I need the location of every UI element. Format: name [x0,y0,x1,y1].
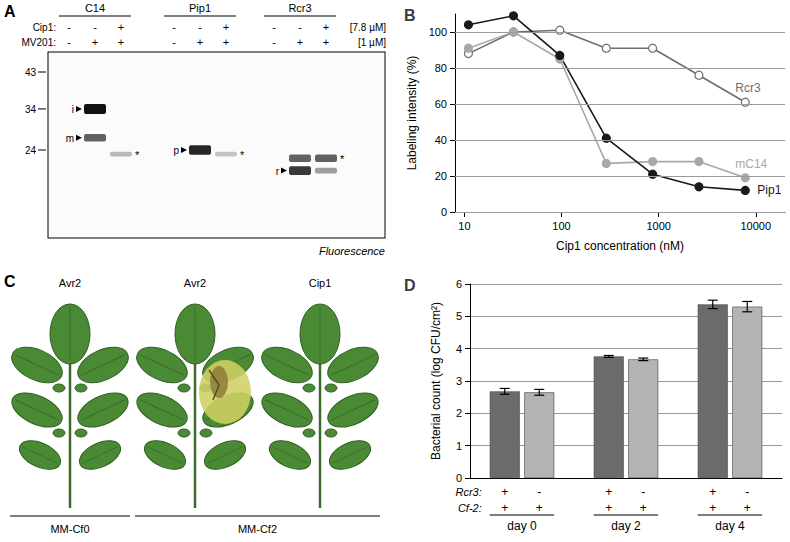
svg-text:D: D [404,277,416,294]
svg-text:r: r [276,166,280,177]
svg-text:+: + [709,485,716,499]
svg-text:-: - [67,21,71,33]
svg-text:C14: C14 [85,2,105,14]
svg-text:-: - [172,21,176,33]
svg-text:-: - [272,36,276,48]
svg-text:*: * [340,153,345,165]
svg-text:Pip1: Pip1 [757,183,781,197]
svg-text:i: i [72,104,74,115]
svg-text:day 4: day 4 [715,519,745,533]
svg-text:+: + [223,36,229,48]
svg-text:Rcr3:: Rcr3: [455,486,481,498]
svg-text:day 2: day 2 [611,519,641,533]
svg-text:100: 100 [552,220,570,232]
svg-text:6: 6 [456,278,462,290]
svg-text:0: 0 [441,206,447,218]
svg-text:-: - [298,21,302,33]
svg-text:Rcr3: Rcr3 [735,81,761,95]
svg-text:5: 5 [456,310,462,322]
svg-text:*: * [135,149,140,161]
svg-text:+: + [118,36,124,48]
svg-text:MM-Cf0: MM-Cf0 [50,523,89,535]
svg-text:day 0: day 0 [507,519,537,533]
svg-text:B: B [404,7,416,24]
svg-text:+: + [640,501,647,515]
svg-text:Cip1:: Cip1: [33,22,56,33]
svg-text:60: 60 [435,98,447,110]
svg-text:MV201:: MV201: [22,37,56,48]
svg-text:-: - [272,21,276,33]
svg-text:+: + [709,501,716,515]
svg-text:p: p [173,145,179,156]
svg-text:+: + [297,36,303,48]
svg-text:+: + [197,36,203,48]
svg-text:C: C [4,273,16,290]
svg-text:1000: 1000 [646,220,670,232]
svg-text:40: 40 [435,134,447,146]
svg-text:+: + [323,36,329,48]
svg-text:-: - [641,485,645,499]
svg-text:24: 24 [25,145,37,156]
svg-text:4: 4 [456,343,462,355]
svg-text:+: + [605,485,612,499]
svg-text:-: - [537,485,541,499]
svg-text:[7.8 µM]: [7.8 µM] [350,22,387,33]
svg-text:Avr2: Avr2 [59,277,81,289]
svg-text:100: 100 [429,26,447,38]
svg-text:20: 20 [435,170,447,182]
svg-text:+: + [536,501,543,515]
svg-text:80: 80 [435,62,447,74]
svg-text:+: + [92,36,98,48]
svg-text:1: 1 [456,440,462,452]
svg-text:Cip1 concentration (nM): Cip1 concentration (nM) [556,239,684,253]
svg-text:Pip1: Pip1 [189,2,211,14]
svg-text:43: 43 [25,67,37,78]
svg-text:Cip1: Cip1 [309,277,332,289]
svg-text:10000: 10000 [740,220,771,232]
svg-text:34: 34 [25,104,37,115]
svg-text:+: + [118,21,124,33]
svg-text:MM-Cf2: MM-Cf2 [238,523,277,535]
svg-text:Fluorescence: Fluorescence [319,245,385,257]
svg-text:-: - [745,485,749,499]
svg-text:m: m [66,133,74,144]
svg-text:+: + [501,485,508,499]
svg-text:Bacterial count (log CFU/cm²): Bacterial count (log CFU/cm²) [429,302,443,460]
svg-text:-: - [93,21,97,33]
svg-text:0: 0 [456,472,462,484]
svg-text:+: + [605,501,612,515]
svg-text:*: * [240,149,245,161]
svg-text:2: 2 [456,407,462,419]
svg-text:3: 3 [456,375,462,387]
svg-text:Cf-2:: Cf-2: [458,502,482,514]
svg-text:10: 10 [458,220,470,232]
svg-text:[1 µM]: [1 µM] [358,37,386,48]
svg-text:Avr2: Avr2 [184,277,206,289]
svg-text:Labeling intensity (%): Labeling intensity (%) [405,56,419,171]
svg-text:+: + [323,21,329,33]
svg-text:mC14: mC14 [735,157,767,171]
svg-text:-: - [67,36,71,48]
svg-text:+: + [501,501,508,515]
svg-text:-: - [198,21,202,33]
svg-text:+: + [744,501,751,515]
svg-text:+: + [223,21,229,33]
svg-text:-: - [172,36,176,48]
svg-text:A: A [4,3,16,20]
svg-text:Rcr3: Rcr3 [288,2,311,14]
